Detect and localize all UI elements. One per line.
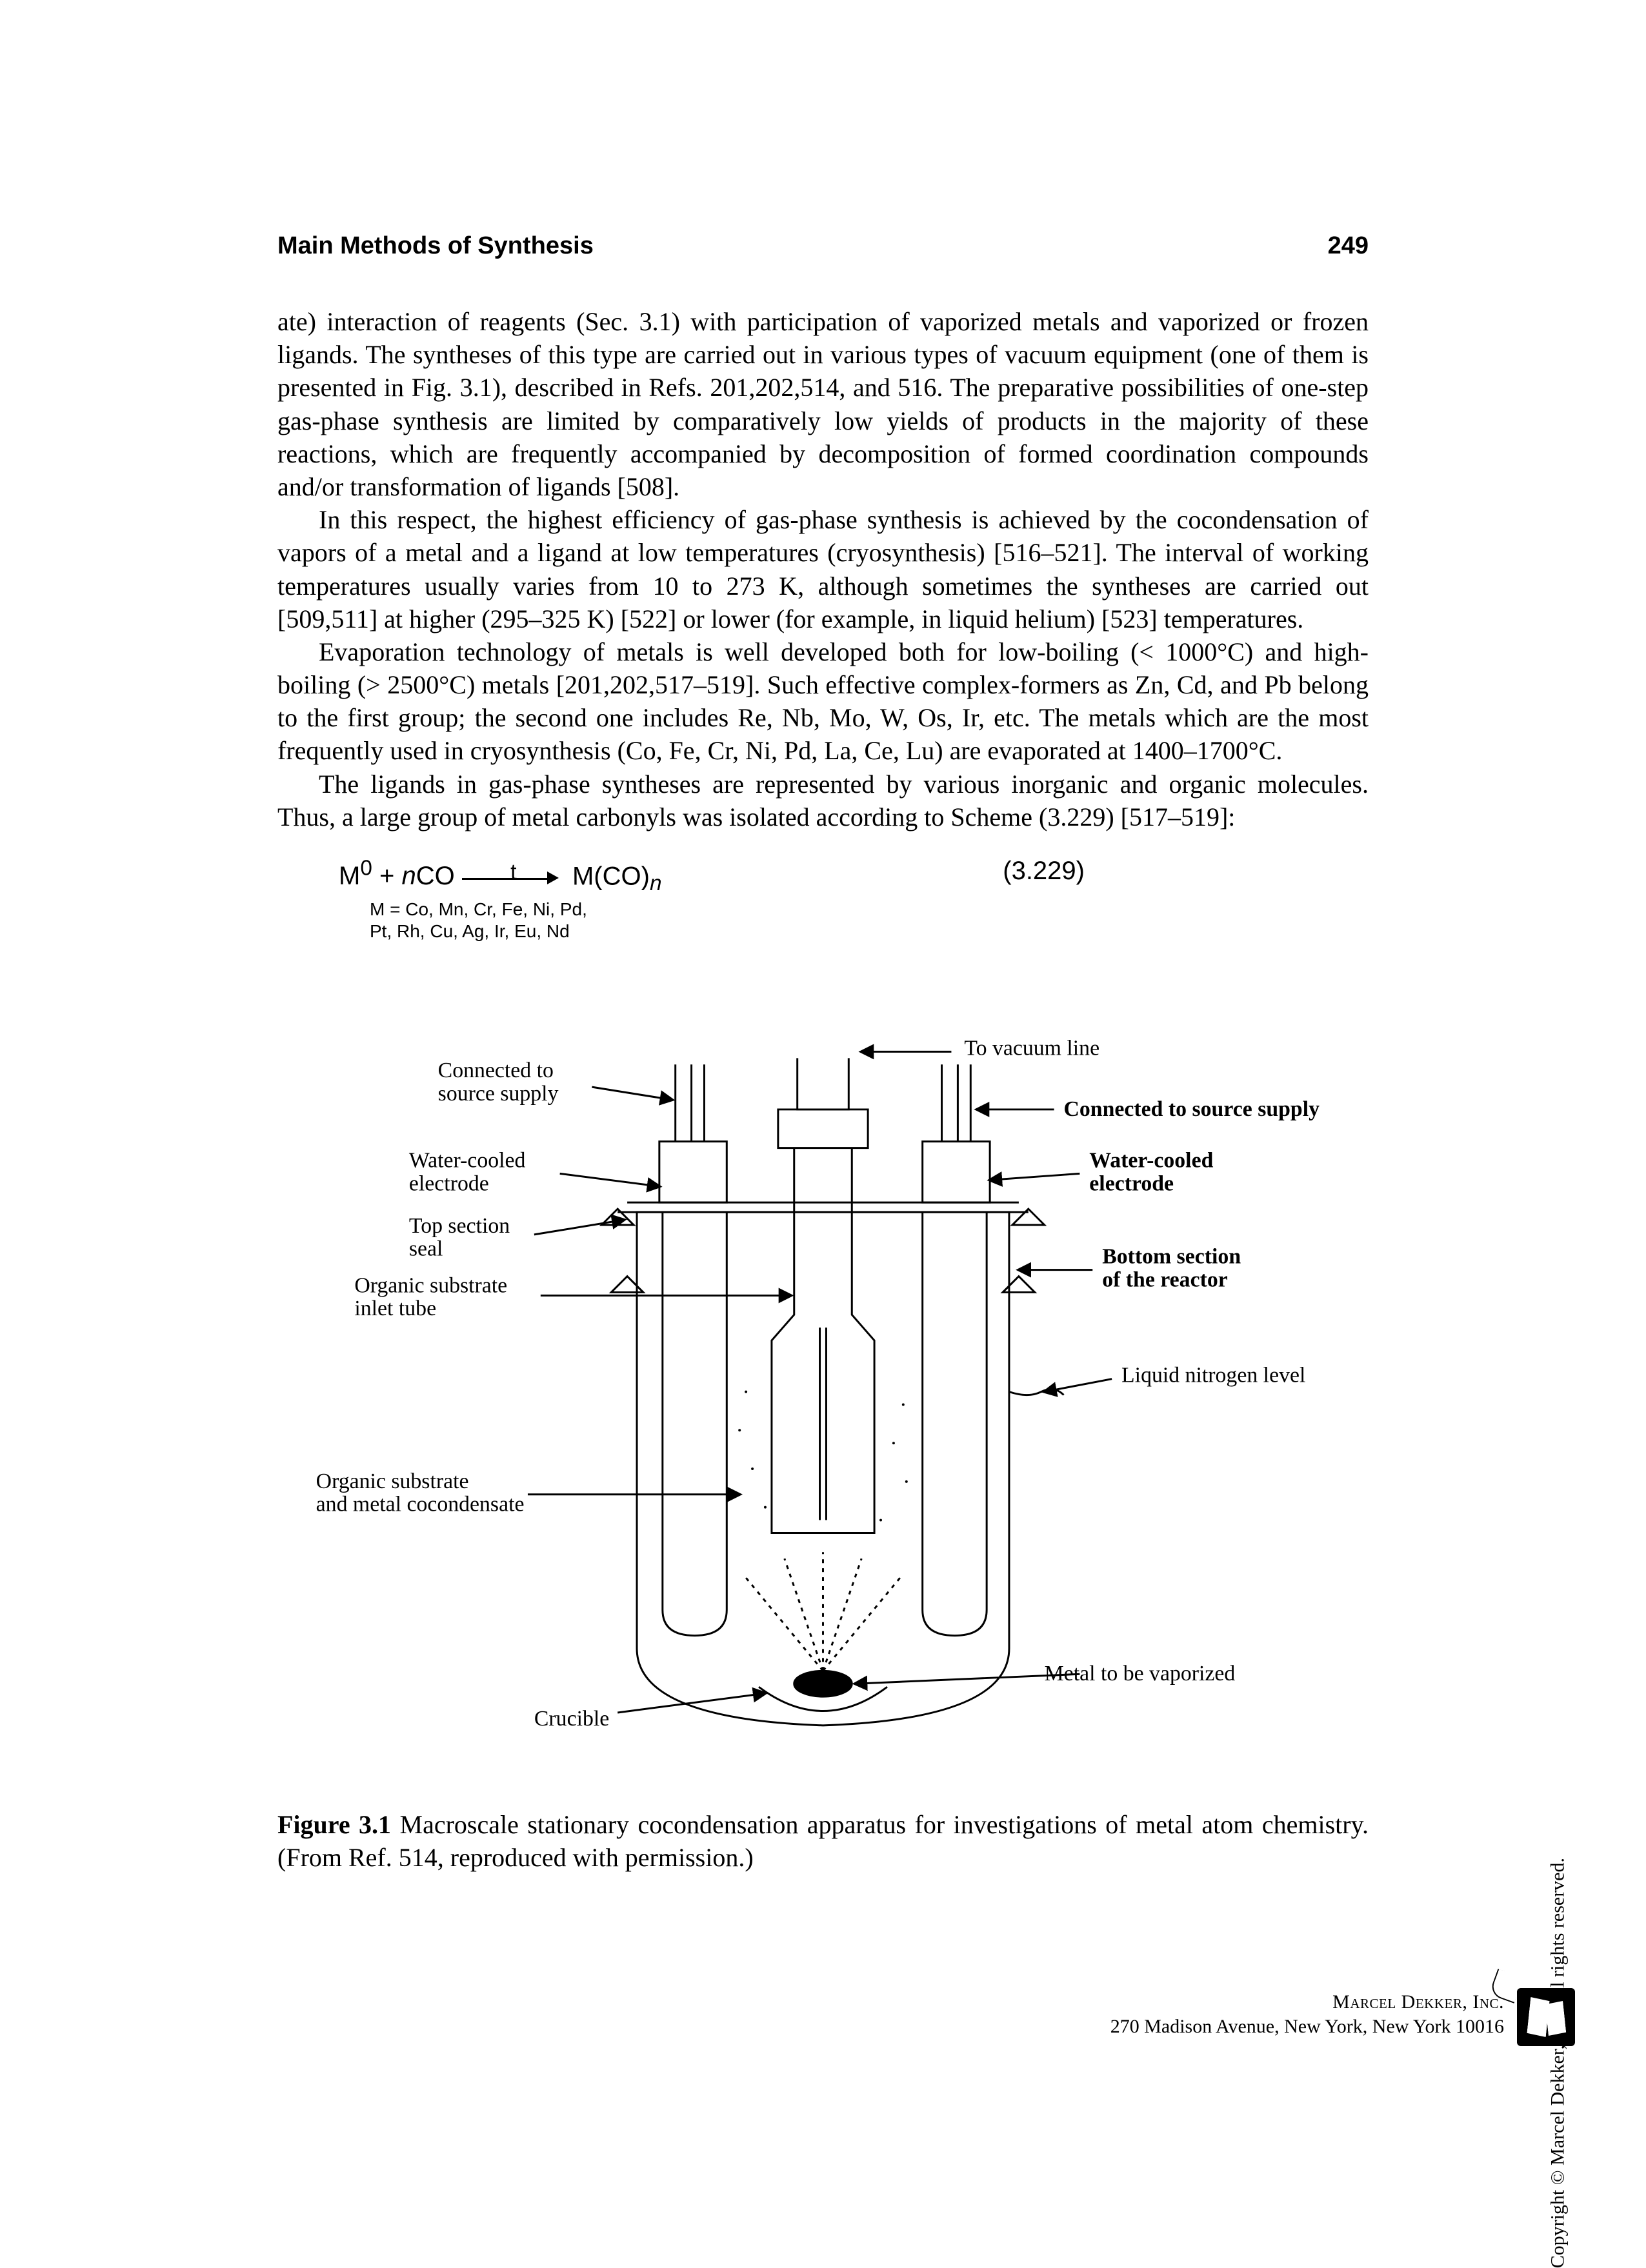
figure-label: To vacuum line: [964, 1036, 1099, 1060]
figure-label: Bottom sectionof the reactor: [1102, 1244, 1241, 1291]
figure-label: Connected tosource supply: [438, 1059, 559, 1106]
publisher-logo-icon: [1517, 1988, 1575, 2046]
running-head: Main Methods of Synthesis 249: [277, 232, 1369, 260]
equation-number: (3.229): [1003, 857, 1085, 886]
page-number: 249: [1328, 232, 1369, 260]
scheme-rhs: M(CO)n: [572, 862, 662, 890]
section-title: Main Methods of Synthesis: [277, 232, 594, 260]
scheme-text: M: [339, 862, 360, 890]
paragraph: The ligands in gas-phase syntheses are r…: [277, 768, 1369, 833]
figure-label: Crucible: [534, 1706, 609, 1730]
publisher-block: Marcel Dekker, Inc. 270 Madison Avenue, …: [1110, 1990, 1504, 2038]
scheme-subline: Pt, Rh, Cu, Ag, Ir, Eu, Nd: [370, 920, 1369, 942]
figure-label: Metal to be vaporized: [1045, 1662, 1236, 1686]
paragraph: Evaporation technology of metals is well…: [277, 635, 1369, 768]
figure-label: Organic substrateand metal cocondensate: [316, 1469, 525, 1516]
scheme-text: n: [650, 871, 662, 895]
figure-label: Organic substrateinlet tube: [354, 1273, 507, 1320]
paragraph: In this respect, the highest efficiency …: [277, 503, 1369, 635]
scheme-lhs: M0 + nCO: [339, 862, 462, 890]
publisher-address: 270 Madison Avenue, New York, New York 1…: [1110, 2014, 1504, 2039]
figure-label: Water-cooledelectrode: [1089, 1148, 1213, 1195]
arrow-label: t: [510, 860, 516, 885]
scheme-text: 0: [360, 857, 372, 880]
paragraph: ate) interaction of reagents (Sec. 3.1) …: [277, 305, 1369, 503]
figure-number: Figure 3.1: [277, 1810, 391, 1839]
reaction-scheme: (3.229) M0 + nCO t M(CO)n M = Co, Mn, Cr…: [339, 857, 1369, 942]
scheme-text: +: [372, 862, 402, 890]
copyright-notice: Copyright © Marcel Dekker, Inc. All righ…: [1547, 1858, 1569, 2268]
scheme-text: M(CO): [572, 862, 650, 890]
publisher-name: Marcel Dekker, Inc.: [1110, 1990, 1504, 2014]
figure-label: Water-cooledelectrode: [409, 1148, 526, 1195]
scheme-subline: M = Co, Mn, Cr, Fe, Ni, Pd,: [370, 899, 1369, 920]
figure-label: Top sectionseal: [409, 1213, 510, 1260]
figure-label: Liquid nitrogen level: [1121, 1363, 1305, 1387]
body-text: ate) interaction of reagents (Sec. 3.1) …: [277, 305, 1369, 833]
figure-label: Connected to source supply: [1064, 1097, 1320, 1120]
caption-text: Macroscale stationary cocondensation app…: [277, 1810, 1369, 1872]
apparatus-diagram: To vacuum line Connected tosource supply…: [277, 981, 1369, 1789]
scheme-text: n: [401, 862, 416, 890]
page: Main Methods of Synthesis 249 ate) inter…: [0, 0, 1646, 2129]
scheme-text: CO: [416, 862, 455, 890]
figure: To vacuum line Connected tosource supply…: [277, 981, 1369, 1875]
figure-caption: Figure 3.1 Macroscale stationary coconde…: [277, 1808, 1369, 1874]
